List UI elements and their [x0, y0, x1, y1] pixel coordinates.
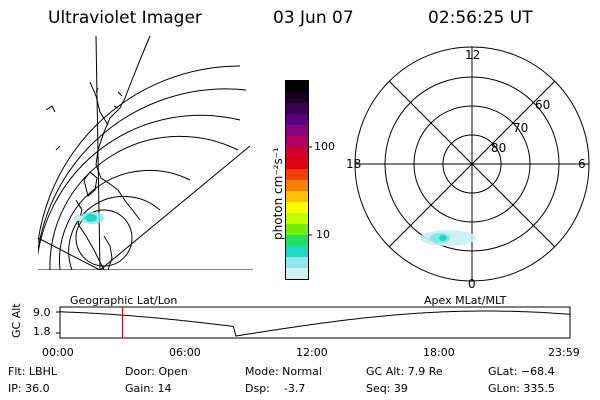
lat-label-70: 70	[513, 121, 529, 135]
colorbar-segment	[286, 191, 308, 202]
info-seq: Seq: 39	[366, 382, 408, 395]
colorbar-tick-100: 100	[314, 140, 335, 153]
colorbar-segment	[286, 114, 308, 125]
y-tick-1-8: 1.8	[33, 325, 51, 338]
colorbar-segment	[286, 103, 308, 114]
mlt-label-18: 18	[346, 157, 362, 171]
info-glat: GLat: −68.4	[488, 365, 555, 378]
mlt-label-12: 12	[465, 48, 481, 62]
lat-ring	[38, 88, 247, 255]
instrument-title: Ultraviolet Imager	[48, 8, 202, 28]
info-gc-alt: GC Alt: 7.9 Re	[366, 365, 443, 378]
lat-ring	[38, 65, 241, 246]
x-tick-0000: 00:00	[42, 346, 74, 359]
meridian-line	[99, 145, 251, 270]
info-glon: GLon: 335.5	[488, 382, 555, 395]
info-gain: Gain: 14	[125, 382, 172, 395]
colorbar-segment	[286, 202, 308, 213]
date-label: 03 Jun 07	[273, 8, 354, 28]
y-tick-9: 9.0	[33, 306, 51, 319]
lat-ring	[38, 114, 241, 257]
x-tick-1200: 12:00	[296, 346, 328, 359]
apex-map-caption: Apex MLat/MLT	[424, 294, 507, 307]
mlt-label-0: 0	[468, 277, 476, 291]
info-flt: Flt: LBHL	[8, 365, 57, 378]
colorbar-segment	[286, 169, 308, 180]
info-door: Door: Open	[125, 365, 188, 378]
coastline	[95, 36, 151, 221]
geo-map-caption: Geographic Lat/Lon	[70, 294, 178, 307]
altitude-curve	[59, 310, 571, 337]
info-mode: Mode: Normal	[245, 365, 322, 378]
colorbar-segment	[286, 213, 308, 224]
lat-label-60: 60	[535, 98, 551, 112]
colorbar-tick-10: 10	[316, 228, 330, 241]
colorbar-segment	[286, 81, 308, 92]
aurora-emission-mlt	[420, 230, 476, 246]
lat-label-80: 80	[491, 141, 507, 155]
x-tick-1800: 18:00	[423, 346, 455, 359]
mlt-label-6: 6	[578, 157, 586, 171]
colorbar-segment	[286, 257, 308, 268]
colorbar-segment	[286, 246, 308, 257]
colorbar-segment	[286, 125, 308, 136]
colorbar-segment	[286, 158, 308, 169]
colorbar-segment	[286, 92, 308, 103]
info-ip: IP: 36.0	[8, 382, 50, 395]
aurora-emission-geo	[73, 212, 104, 224]
colorbar-segment	[286, 268, 308, 279]
color-bar	[285, 80, 309, 280]
lat-ring	[49, 135, 239, 270]
colorbar-segment	[286, 180, 308, 191]
x-tick-0600: 06:00	[169, 346, 201, 359]
time-label: 02:56:25 UT	[428, 8, 533, 28]
colorbar-segment	[286, 147, 308, 158]
lat-ring	[68, 195, 161, 270]
colorbar-segment	[286, 136, 308, 147]
meridian-line	[38, 237, 101, 270]
x-tick-2359: 23:59	[548, 346, 580, 359]
colorbar-segment	[286, 235, 308, 246]
info-dsp: Dsp: -3.7	[245, 382, 306, 395]
colorbar-segment	[286, 224, 308, 235]
